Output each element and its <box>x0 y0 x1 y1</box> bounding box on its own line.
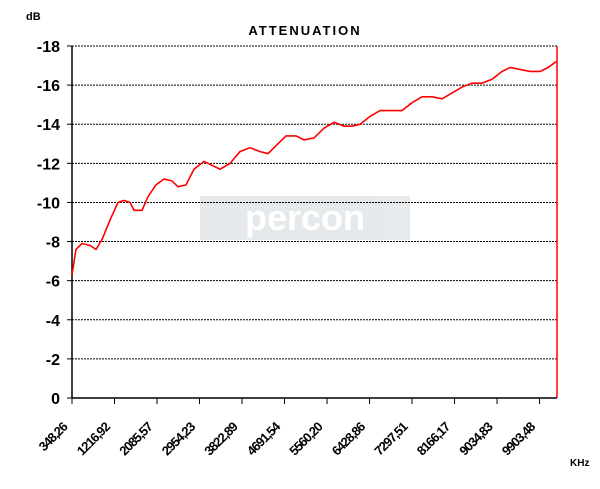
x-tick-label: 3822,89 <box>201 419 240 458</box>
y-tick-label: -16 <box>37 78 60 95</box>
x-tick-label: 8166,17 <box>414 419 453 458</box>
chart-title: ATTENUATION <box>248 23 361 38</box>
watermark: percon <box>245 197 365 238</box>
y-tick-label: -8 <box>46 235 60 252</box>
watermark-group: percon <box>200 196 410 240</box>
y-tick-label: -12 <box>37 156 60 173</box>
y-tick-label: -18 <box>37 39 60 56</box>
y-tick-label: -2 <box>46 352 60 369</box>
x-tick-label: 4691,54 <box>244 418 284 458</box>
x-tick-label: 1216,92 <box>74 419 113 458</box>
y-tick-label: -10 <box>37 195 60 212</box>
watermark-box <box>200 196 410 240</box>
x-tick-label: 6428,86 <box>329 419 368 458</box>
y-tick-label: -6 <box>46 274 60 291</box>
y-tick-label: 0 <box>51 391 60 408</box>
x-tick-label: 9034,83 <box>456 419 495 458</box>
x-axis-label: KHz <box>570 458 589 469</box>
x-tick-label: 348,26 <box>36 419 71 454</box>
x-tick-label: 7297,51 <box>371 419 410 458</box>
x-tick-label: 2085,57 <box>116 419 155 458</box>
x-tick-label: 5560,20 <box>286 419 325 458</box>
x-tick-label: 9903,48 <box>499 419 538 458</box>
line <box>71 60 557 275</box>
y-tick-label: -14 <box>37 117 60 134</box>
x-tick-label: 2954,23 <box>159 419 198 458</box>
y-axis-label: dB <box>26 11 41 23</box>
y-tick-label: -4 <box>46 313 60 330</box>
